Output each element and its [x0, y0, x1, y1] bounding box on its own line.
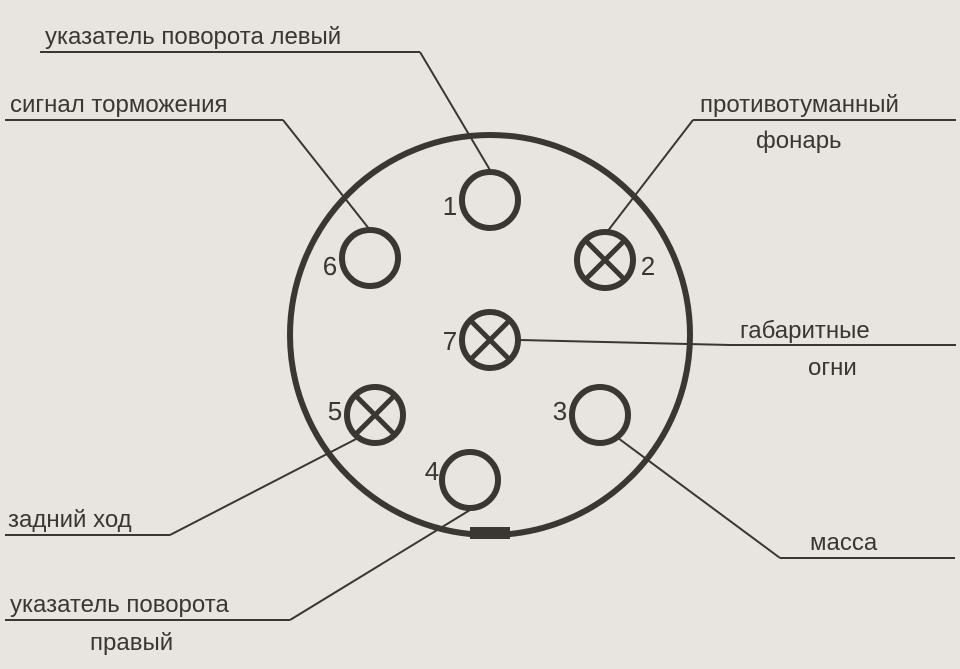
pin-2-number: 2 [641, 251, 655, 281]
pin-1 [462, 172, 518, 228]
label-7-text-line1: габаритные [740, 317, 870, 344]
pin-4 [442, 452, 498, 508]
pin-1-number: 1 [443, 191, 457, 221]
label-1-leader [420, 52, 490, 170]
label-3-text: масса [810, 529, 878, 556]
label-5-text: задний ход [8, 506, 132, 533]
label-6-leader [283, 120, 370, 230]
outer-circle [290, 135, 690, 535]
pin-3-number: 3 [553, 396, 567, 426]
label-1-text: указатель поворота левый [45, 23, 341, 50]
label-2-text-line1: противотуманный [700, 91, 899, 118]
label-5-leader [170, 438, 358, 535]
pin-4-number: 4 [425, 456, 439, 486]
label-7-leader [520, 340, 730, 345]
pin-3 [572, 387, 628, 443]
pin-7-number: 7 [443, 326, 457, 356]
label-4-leader [290, 510, 470, 620]
label-6-text: сигнал торможения [10, 91, 228, 118]
label-4-text-line2: правый [90, 629, 173, 656]
label-4-text-line1: указатель поворота [10, 591, 229, 618]
pin-6-number: 6 [323, 251, 337, 281]
connector-notch [470, 527, 510, 539]
label-3-leader [618, 438, 780, 558]
label-7-text-line2: огни [808, 354, 857, 381]
label-2-text-line2: фонарь [756, 127, 842, 154]
pin-6 [342, 230, 398, 286]
connector-diagram: 1 2 3 4 5 6 7 указатель поворота левый с… [0, 0, 960, 669]
pin-5-number: 5 [328, 396, 342, 426]
